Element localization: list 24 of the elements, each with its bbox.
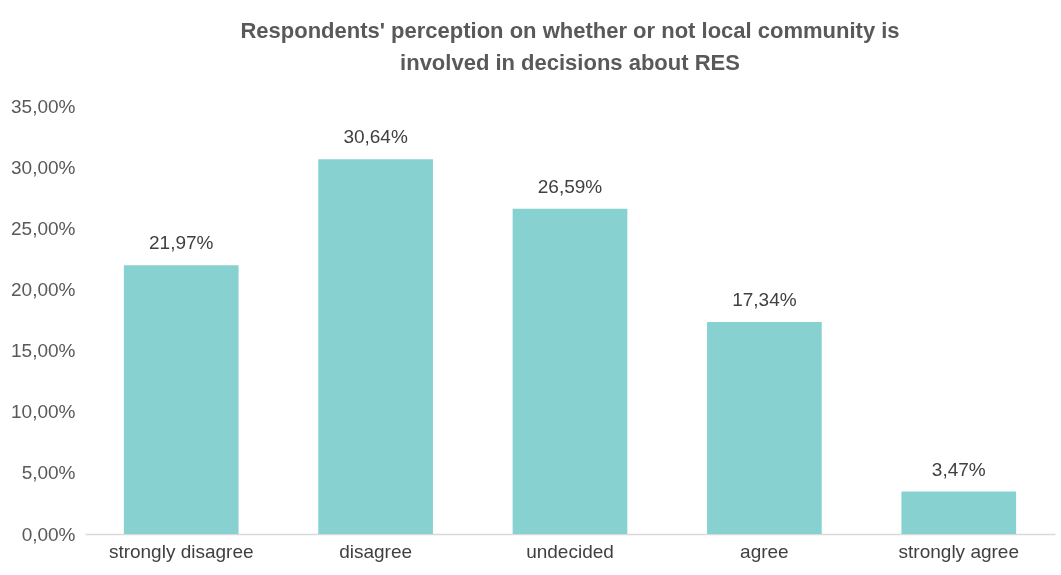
x-tick-label: strongly disagree [108,540,254,562]
x-tick-label: agree [740,540,789,562]
bar [901,491,1017,534]
x-tick-label: undecided [526,540,614,562]
bar [123,265,239,534]
data-label: 21,97% [149,232,214,254]
y-tick-label: 35,00% [11,95,76,117]
x-tick-label: strongly agree [898,540,1019,562]
y-tick-label: 30,00% [11,156,76,178]
chart-title: Respondents' perception on whether or not local community is involved in decisions about RES [240,18,900,75]
y-tick-label: 0,00% [21,523,76,545]
data-label: 17,34% [732,288,797,310]
y-tick-label: 5,00% [21,462,76,484]
y-tick-label: 20,00% [11,278,76,300]
data-label: 3,47% [931,458,986,480]
data-label: 26,59% [537,175,603,197]
x-tick-label: disagree [339,540,413,562]
bar [318,159,433,534]
bar [707,321,822,534]
y-tick-label: 15,00% [11,340,76,362]
data-label: 30,64% [343,126,408,148]
y-tick-label: 25,00% [11,217,76,239]
bar [512,208,628,534]
y-tick-label: 10,00% [11,401,76,423]
